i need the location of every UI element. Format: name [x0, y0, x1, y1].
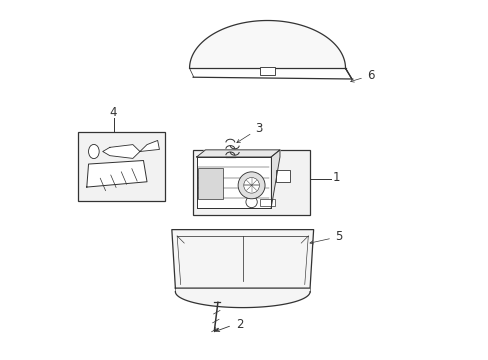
Bar [198, 168, 223, 199]
Text: 1: 1 [332, 171, 340, 184]
Bar [276, 170, 289, 182]
Polygon shape [102, 145, 140, 158]
Polygon shape [196, 157, 270, 208]
Circle shape [245, 196, 257, 208]
Polygon shape [189, 21, 345, 68]
Polygon shape [140, 140, 159, 152]
Circle shape [244, 177, 259, 193]
Bar [259, 67, 275, 76]
Text: 6: 6 [350, 69, 373, 82]
Bar [193, 150, 309, 215]
Polygon shape [270, 150, 279, 208]
Text: 4: 4 [109, 106, 117, 119]
Polygon shape [171, 230, 313, 288]
Polygon shape [86, 161, 147, 187]
Circle shape [238, 172, 264, 199]
Bar [260, 199, 274, 206]
Text: 2: 2 [235, 318, 243, 331]
Text: 3: 3 [236, 122, 262, 143]
Text: 5: 5 [309, 230, 342, 244]
Ellipse shape [88, 144, 99, 159]
Bar [78, 132, 164, 201]
Polygon shape [196, 150, 279, 157]
Polygon shape [175, 288, 309, 307]
